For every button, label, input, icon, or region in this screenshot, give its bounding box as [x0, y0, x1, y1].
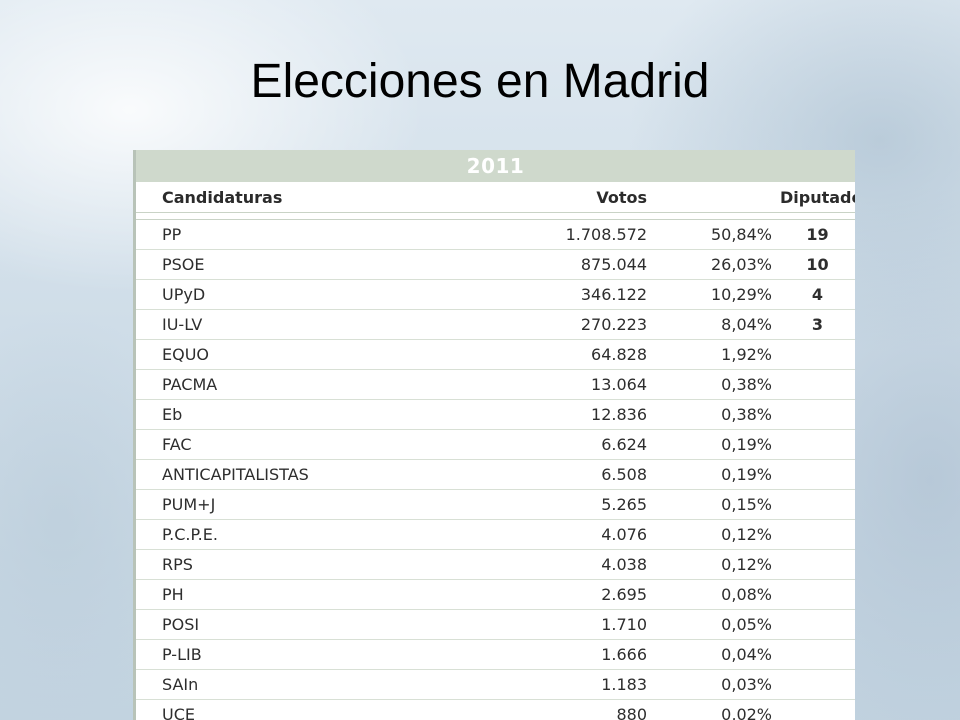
results-table-body: PP 1.708.572 50,84% 19 PSOE 875.044 26,03% 10 UP…	[136, 212, 855, 720]
party-name: P-LIB	[136, 639, 512, 670]
party-seats	[772, 489, 855, 520]
party-seats: 10	[772, 249, 855, 280]
party-percent: 1,92%	[647, 339, 772, 370]
table-row: PSOE 875.044 26,03% 10	[136, 249, 855, 280]
party-percent: 26,03%	[647, 249, 772, 280]
party-name: PACMA	[136, 369, 512, 400]
party-name: RPS	[136, 549, 512, 580]
party-seats	[772, 669, 855, 700]
party-seats	[772, 519, 855, 550]
party-percent: 0,04%	[647, 639, 772, 670]
party-name: FAC	[136, 429, 512, 460]
party-seats	[772, 699, 855, 720]
party-percent: 0,02%	[647, 699, 772, 720]
party-percent: 8,04%	[647, 309, 772, 340]
party-votes: 4.076	[512, 519, 647, 550]
header-votos: Votos	[512, 182, 647, 213]
party-votes: 880	[512, 699, 647, 720]
table-row: PH 2.695 0,08%	[136, 579, 855, 610]
header-spacer-row	[136, 212, 855, 220]
party-votes: 64.828	[512, 339, 647, 370]
party-votes: 346.122	[512, 279, 647, 310]
party-seats	[772, 609, 855, 640]
party-votes: 13.064	[512, 369, 647, 400]
table-row: UCE 880 0,02%	[136, 699, 855, 720]
party-seats: 4	[772, 279, 855, 310]
party-votes: 1.708.572	[512, 219, 647, 250]
party-seats	[772, 369, 855, 400]
table-header-row: Candidaturas Votos Diputados	[136, 182, 855, 213]
party-name: ANTICAPITALISTAS	[136, 459, 512, 490]
party-percent: 0,19%	[647, 459, 772, 490]
table-row: P-LIB 1.666 0,04%	[136, 639, 855, 670]
party-votes: 1.183	[512, 669, 647, 700]
party-votes: 1.666	[512, 639, 647, 670]
party-votes: 1.710	[512, 609, 647, 640]
party-seats	[772, 399, 855, 430]
party-name: PP	[136, 219, 512, 250]
table-row: UPyD 346.122 10,29% 4	[136, 279, 855, 310]
header-percent-spacer	[647, 182, 772, 213]
party-name: EQUO	[136, 339, 512, 370]
party-percent: 0,38%	[647, 399, 772, 430]
party-percent: 0,05%	[647, 609, 772, 640]
table-row: P.C.P.E. 4.076 0,12%	[136, 519, 855, 550]
party-name: POSI	[136, 609, 512, 640]
table-row: PACMA 13.064 0,38%	[136, 369, 855, 400]
slide-title: Elecciones en Madrid	[250, 55, 710, 108]
party-name: Eb	[136, 399, 512, 430]
table-row: PUM+J 5.265 0,15%	[136, 489, 855, 520]
party-seats	[772, 549, 855, 580]
party-percent: 0,12%	[647, 519, 772, 550]
table-row: IU-LV 270.223 8,04% 3	[136, 309, 855, 340]
party-name: P.C.P.E.	[136, 519, 512, 550]
party-name: IU-LV	[136, 309, 512, 340]
table-row: RPS 4.038 0,12%	[136, 549, 855, 580]
table-row: POSI 1.710 0,05%	[136, 609, 855, 640]
party-name: PUM+J	[136, 489, 512, 520]
party-votes: 6.624	[512, 429, 647, 460]
party-seats: 19	[772, 219, 855, 250]
party-percent: 0,08%	[647, 579, 772, 610]
party-votes: 12.836	[512, 399, 647, 430]
party-percent: 0,12%	[647, 549, 772, 580]
party-percent: 0,15%	[647, 489, 772, 520]
party-percent: 50,84%	[647, 219, 772, 250]
party-seats: 3	[772, 309, 855, 340]
party-votes: 875.044	[512, 249, 647, 280]
party-name: SAIn	[136, 669, 512, 700]
party-votes: 2.695	[512, 579, 647, 610]
party-seats	[772, 429, 855, 460]
party-seats	[772, 339, 855, 370]
header-candidaturas: Candidaturas	[136, 182, 512, 213]
party-percent: 0,38%	[647, 369, 772, 400]
header-diputados: Diputados	[772, 182, 855, 213]
party-votes: 5.265	[512, 489, 647, 520]
party-seats	[772, 579, 855, 610]
party-name: PH	[136, 579, 512, 610]
party-votes: 270.223	[512, 309, 647, 340]
party-percent: 10,29%	[647, 279, 772, 310]
party-seats	[772, 459, 855, 490]
year-header: 2011	[136, 150, 855, 182]
table-row: ANTICAPITALISTAS 6.508 0,19%	[136, 459, 855, 490]
table-row: FAC 6.624 0,19%	[136, 429, 855, 460]
party-name: UCE	[136, 699, 512, 720]
table-row: Eb 12.836 0,38%	[136, 399, 855, 430]
party-votes: 6.508	[512, 459, 647, 490]
party-percent: 0,03%	[647, 669, 772, 700]
party-seats	[772, 639, 855, 670]
party-name: PSOE	[136, 249, 512, 280]
table-row: EQUO 64.828 1,92%	[136, 339, 855, 370]
party-percent: 0,19%	[647, 429, 772, 460]
results-table-panel: 2011 Candidaturas Votos Diputados PP1.70…	[133, 150, 855, 720]
party-name: UPyD	[136, 279, 512, 310]
party-votes: 4.038	[512, 549, 647, 580]
results-table: Candidaturas Votos Diputados PP1.708.572…	[136, 182, 855, 720]
table-row: SAIn 1.183 0,03%	[136, 669, 855, 700]
table-row: PP 1.708.572 50,84% 19	[136, 219, 855, 250]
